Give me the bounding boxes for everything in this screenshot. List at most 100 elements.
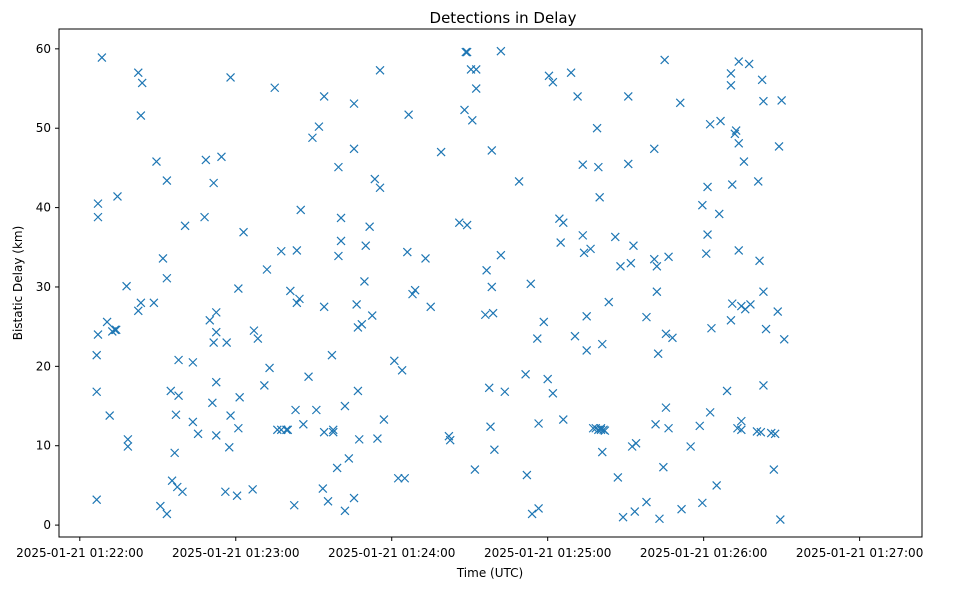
data-point-marker xyxy=(705,407,715,417)
data-point-marker xyxy=(613,473,623,482)
data-point-marker xyxy=(534,419,544,428)
data-point-marker xyxy=(739,157,749,166)
data-point-marker xyxy=(597,339,607,349)
data-point-marker xyxy=(93,199,103,209)
data-point-marker xyxy=(532,334,542,343)
data-point-marker xyxy=(626,258,636,268)
data-point-marker xyxy=(222,338,232,347)
data-point-marker xyxy=(759,96,768,106)
data-point-marker xyxy=(162,176,172,186)
data-point-marker xyxy=(566,68,576,78)
data-point-marker xyxy=(296,205,306,215)
data-point-marker xyxy=(496,250,506,260)
data-point-marker xyxy=(354,434,364,444)
data-point-marker xyxy=(570,331,580,341)
data-point-marker xyxy=(162,509,172,519)
data-point-marker xyxy=(421,253,430,263)
data-point-marker xyxy=(774,142,784,151)
data-point-marker xyxy=(276,246,286,256)
data-point-marker xyxy=(722,386,732,396)
data-point-marker xyxy=(110,325,120,335)
data-point-marker xyxy=(759,380,768,390)
data-point-marker xyxy=(349,144,359,154)
data-point-marker xyxy=(259,380,269,390)
data-point-marker xyxy=(649,144,659,154)
data-point-marker xyxy=(726,69,736,78)
data-point-marker xyxy=(697,498,707,508)
data-point-marker xyxy=(174,355,183,365)
data-point-marker xyxy=(295,294,304,304)
data-point-marker xyxy=(235,392,245,402)
data-point-marker xyxy=(217,152,226,162)
data-point-marker xyxy=(205,315,215,325)
data-point-marker xyxy=(736,416,746,426)
data-point-marker xyxy=(113,192,122,201)
data-point-marker xyxy=(734,57,744,66)
data-point-marker xyxy=(162,273,172,283)
data-point-marker xyxy=(462,220,472,230)
data-point-marker xyxy=(544,71,554,81)
data-point-marker xyxy=(703,230,712,240)
data-point-marker xyxy=(701,249,711,259)
y-axis-label: Bistatic Delay (km) xyxy=(11,226,25,341)
data-point-marker xyxy=(170,448,180,458)
data-point-marker xyxy=(757,75,767,85)
data-point-marker xyxy=(610,232,620,242)
data-point-marker xyxy=(265,363,274,373)
data-point-marker xyxy=(651,419,660,429)
data-point-marker xyxy=(686,442,696,451)
data-point-marker xyxy=(727,180,737,189)
data-point-marker xyxy=(349,99,359,109)
data-point-marker xyxy=(334,251,343,261)
data-point-marker xyxy=(454,218,464,228)
data-point-marker xyxy=(166,386,176,396)
data-point-marker xyxy=(487,282,497,292)
data-point-marker xyxy=(304,372,313,382)
data-point-marker xyxy=(133,306,143,316)
x-tick-label: 2025-01-21 01:23:00 xyxy=(172,546,299,560)
data-point-marker xyxy=(716,116,725,126)
y-tick-label: 0 xyxy=(43,518,51,532)
data-point-marker xyxy=(486,422,495,432)
data-point-marker xyxy=(677,504,686,514)
data-point-marker xyxy=(664,423,673,433)
data-point-marker xyxy=(761,324,771,334)
data-point-marker xyxy=(600,426,610,436)
data-point-marker xyxy=(712,480,722,490)
data-point-marker xyxy=(318,484,328,494)
data-point-marker xyxy=(753,176,763,186)
data-point-marker xyxy=(289,500,299,510)
data-point-marker xyxy=(375,65,385,75)
data-point-marker xyxy=(726,315,736,325)
data-point-marker xyxy=(389,356,399,366)
data-point-marker xyxy=(291,405,300,415)
data-point-marker xyxy=(527,509,537,519)
data-point-marker xyxy=(200,212,209,222)
data-point-marker xyxy=(471,65,481,74)
data-point-marker xyxy=(211,327,221,337)
data-point-marker xyxy=(253,334,263,343)
data-point-marker xyxy=(152,157,161,166)
data-point-marker xyxy=(340,401,350,411)
data-point-marker xyxy=(775,515,785,524)
data-point-marker xyxy=(174,391,183,401)
data-point-marker xyxy=(623,159,633,169)
data-point-marker xyxy=(661,403,671,413)
data-point-marker xyxy=(467,115,477,125)
data-point-marker xyxy=(123,434,133,444)
data-point-marker xyxy=(367,311,377,320)
data-point-marker xyxy=(736,425,746,435)
data-point-marker xyxy=(92,387,102,397)
data-point-marker xyxy=(249,326,259,336)
data-point-marker xyxy=(365,222,375,232)
data-point-marker xyxy=(629,241,638,251)
data-point-marker xyxy=(97,53,107,62)
data-point-marker xyxy=(582,346,592,355)
plot-area-frame xyxy=(58,28,923,538)
data-point-marker xyxy=(727,299,737,309)
y-tick-label: 40 xyxy=(36,201,51,215)
data-point-marker xyxy=(308,133,317,143)
data-point-marker xyxy=(209,338,219,347)
data-point-marker xyxy=(323,496,333,506)
data-point-marker xyxy=(93,212,103,222)
